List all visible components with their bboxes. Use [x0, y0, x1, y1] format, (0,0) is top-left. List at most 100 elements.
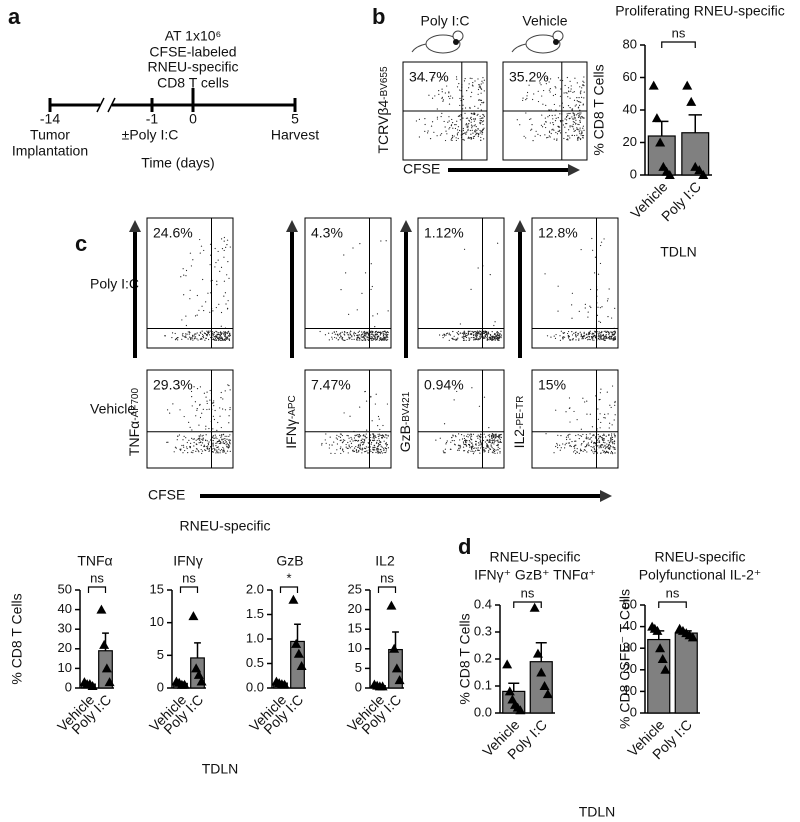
event-dot	[493, 434, 495, 436]
event-dot	[379, 441, 381, 443]
y-tick-label: 20	[623, 661, 637, 676]
event-dot	[450, 95, 452, 97]
event-dot	[571, 108, 573, 110]
event-dot	[495, 336, 497, 338]
event-dot	[481, 121, 484, 123]
event-dot	[229, 246, 231, 248]
event-dot	[353, 333, 355, 335]
event-dot	[457, 115, 459, 118]
event-dot	[366, 450, 368, 452]
flow-y-label: TNFα-AF700	[126, 388, 142, 457]
event-dot	[224, 438, 226, 440]
event-dot	[591, 237, 593, 240]
event-dot	[206, 448, 209, 450]
y-tick-label: 1.0	[246, 630, 264, 645]
event-dot	[479, 330, 482, 333]
event-dot	[201, 442, 204, 444]
event-dot	[480, 139, 482, 141]
event-dot	[553, 335, 555, 337]
panel-label: a	[8, 4, 21, 29]
timeline-note: AT 1x10⁶	[165, 28, 222, 44]
event-dot	[598, 440, 601, 442]
event-dot	[563, 92, 565, 94]
event-dot	[438, 334, 441, 336]
event-dot	[566, 76, 568, 79]
event-dot	[334, 452, 336, 455]
event-dot	[438, 93, 440, 95]
event-dot	[543, 123, 546, 125]
event-dot	[375, 393, 377, 395]
event-dot	[579, 127, 581, 129]
event-dot	[500, 436, 502, 439]
event-dot	[362, 434, 365, 436]
event-dot	[446, 85, 448, 87]
event-dot	[459, 447, 462, 449]
event-dot	[220, 325, 222, 327]
event-dot	[603, 433, 605, 435]
event-dot	[480, 87, 482, 90]
y-tick-label: 10	[348, 640, 362, 655]
event-dot	[367, 446, 369, 448]
event-dot	[226, 442, 228, 444]
event-dot	[482, 120, 485, 122]
event-dot	[385, 337, 387, 339]
event-dot	[358, 449, 360, 452]
event-dot	[379, 337, 381, 339]
event-dot	[488, 337, 490, 339]
y-tick-label: 15	[150, 581, 164, 596]
event-dot	[366, 331, 368, 333]
event-dot	[380, 434, 382, 437]
event-dot	[180, 448, 182, 450]
event-dot	[372, 433, 375, 435]
event-dot	[370, 263, 372, 265]
event-dot	[340, 335, 342, 337]
event-dot	[353, 331, 355, 334]
event-dot	[567, 139, 569, 141]
event-dot	[204, 339, 206, 341]
event-dot	[217, 421, 219, 424]
event-dot	[552, 94, 555, 97]
event-dot	[207, 445, 209, 447]
event-dot	[582, 335, 584, 338]
event-dot	[499, 450, 501, 453]
event-dot	[571, 134, 573, 137]
event-dot	[201, 450, 204, 452]
event-dot	[477, 113, 479, 116]
gate-percentage: 29.3%	[153, 377, 193, 393]
event-dot	[223, 333, 225, 335]
event-dot	[379, 443, 381, 446]
event-dot	[223, 451, 225, 453]
event-dot	[339, 337, 341, 339]
event-dot	[387, 447, 390, 449]
event-dot	[537, 77, 539, 79]
gate-percentage: 24.6%	[153, 225, 193, 241]
event-dot	[182, 452, 184, 454]
event-dot	[198, 334, 200, 336]
event-dot	[208, 334, 211, 336]
event-dot	[431, 121, 434, 123]
event-dot	[496, 330, 498, 333]
event-dot	[557, 130, 559, 132]
event-dot	[365, 433, 367, 435]
event-dot	[206, 400, 208, 402]
event-dot	[225, 444, 227, 446]
event-dot	[207, 447, 209, 449]
event-dot	[600, 421, 602, 424]
event-dot	[387, 434, 389, 436]
event-dot	[469, 338, 471, 340]
event-dot	[428, 94, 430, 96]
event-dot	[359, 242, 361, 245]
data-point	[698, 170, 709, 179]
event-dot	[193, 438, 195, 440]
event-dot	[601, 306, 603, 308]
event-dot	[575, 104, 577, 106]
event-dot	[198, 424, 200, 426]
event-dot	[220, 335, 222, 337]
chart-title: RNEU-specific	[654, 549, 745, 565]
event-dot	[581, 130, 583, 132]
event-dot	[216, 437, 218, 440]
event-dot	[586, 413, 588, 415]
event-dot	[454, 435, 457, 437]
event-dot	[601, 437, 604, 439]
event-dot	[611, 317, 613, 319]
